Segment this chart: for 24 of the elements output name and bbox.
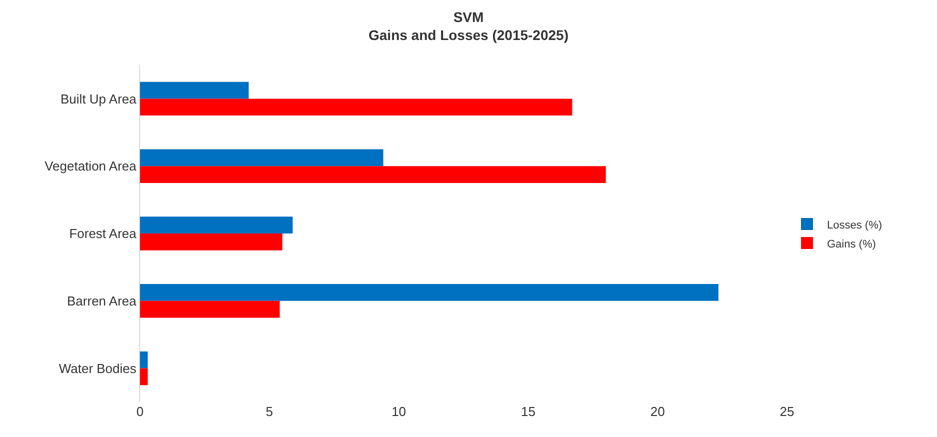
x-tick-label: 20 <box>650 404 665 419</box>
bar <box>140 216 293 234</box>
x-tick-label: 5 <box>266 404 274 419</box>
x-tick-label: 0 <box>136 404 144 419</box>
bar <box>140 166 606 183</box>
x-tick-label: 15 <box>520 404 536 419</box>
y-tick-label: Barren Area <box>67 293 138 308</box>
bar <box>140 234 282 250</box>
bar <box>140 149 384 166</box>
y-tick-label: Vegetation Area <box>44 158 138 174</box>
y-tick-label: Built Up Area <box>60 91 138 106</box>
legend-label: Gains (%) <box>827 238 876 250</box>
chart-title: SVM Gains and Losses (2015-2025) <box>368 8 568 44</box>
x-tick-label: 25 <box>780 404 794 419</box>
y-tick-label: Forest Area <box>69 226 138 242</box>
x-tick-label: 10 <box>392 404 406 419</box>
bar <box>140 98 572 116</box>
bar <box>140 300 280 318</box>
bar <box>140 82 249 99</box>
bar <box>140 284 718 301</box>
bar <box>140 368 148 386</box>
legend-label: Losses (%) <box>827 219 882 232</box>
bar <box>140 351 148 368</box>
y-tick-label: Water Bodies <box>58 360 137 376</box>
